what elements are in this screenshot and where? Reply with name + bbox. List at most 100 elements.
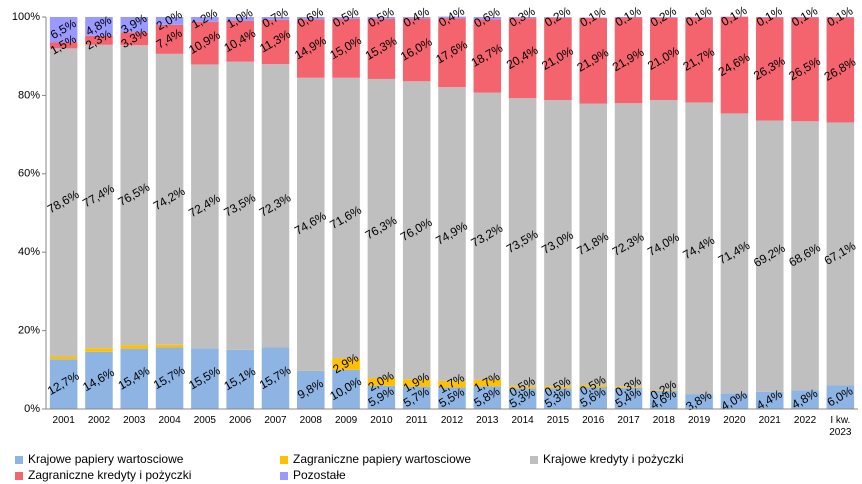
x-tick-label: 2015 [546, 415, 570, 426]
x-tick-label: 2022 [793, 415, 817, 426]
x-tick-label: 2011 [405, 415, 428, 426]
x-tick-label: 2018 [652, 415, 675, 426]
bar-segment [685, 17, 713, 103]
bar-segment [297, 17, 325, 20]
bar-segment [120, 32, 149, 46]
bar-segment [261, 17, 290, 20]
bar-segment [367, 18, 396, 79]
x-tick-label: 2009 [334, 415, 358, 426]
bar-segment [191, 17, 219, 22]
bar-segment [367, 385, 396, 409]
bar-segment [544, 17, 572, 18]
bar-segment [755, 120, 784, 392]
bar-segment [155, 344, 184, 348]
bar-segment [49, 17, 78, 43]
bar-segment [508, 17, 537, 19]
bar-segment [614, 17, 643, 104]
bar-segment [49, 48, 78, 357]
bar-segment [650, 100, 678, 391]
bar-segment [85, 351, 113, 409]
bar-segment [438, 18, 466, 88]
bar-segment [120, 45, 149, 346]
bar-segment [508, 98, 537, 387]
y-tick-label: 100% [12, 11, 40, 23]
bar-segment [261, 19, 290, 65]
bar-segment [120, 17, 149, 33]
legend-label: Zagraniczne papiery wartosciowe [293, 452, 471, 466]
bar-segment [755, 391, 784, 409]
bar-segment [226, 17, 254, 21]
bar-segment [438, 387, 466, 409]
bar-segment [85, 348, 113, 352]
bar-segment [297, 370, 325, 409]
x-tick-label: 2021 [758, 415, 781, 426]
legend-swatch [530, 456, 538, 464]
bar-segment [755, 17, 784, 121]
legend-swatch [15, 472, 23, 480]
bar-segment [544, 388, 572, 409]
x-tick-label: 2019 [688, 415, 711, 426]
legend-swatch [280, 472, 288, 480]
y-tick-label: 60% [18, 168, 40, 180]
x-tick-label: I kw. 2023 [829, 415, 852, 438]
y-tick-label: 0% [24, 403, 40, 415]
bar-segment [579, 103, 607, 386]
bar-segment [720, 113, 749, 394]
bar-segment [332, 77, 360, 359]
bar-segment [297, 77, 325, 371]
x-tick-label: 2001 [52, 415, 75, 426]
bar-segment [508, 386, 537, 389]
bar-segment [720, 17, 749, 114]
bar-segment [579, 17, 607, 104]
bar-segment [720, 393, 749, 409]
bar-segment [332, 17, 360, 19]
bar-segment [155, 53, 184, 345]
bar-segment [791, 390, 819, 409]
x-tick-label: 2003 [123, 415, 146, 426]
bar-segment [402, 18, 431, 82]
bar-segment [438, 87, 466, 381]
bar-segment [614, 386, 643, 388]
x-tick-label: 2007 [264, 415, 287, 426]
bar-segment [579, 387, 607, 409]
bar-segment [226, 349, 254, 409]
legend-swatch [15, 456, 23, 464]
legend-swatch [280, 456, 288, 464]
bar-segment [402, 81, 431, 380]
bar-segment [49, 359, 78, 409]
x-tick-label: 2004 [158, 415, 181, 426]
x-tick-label: 2017 [617, 415, 640, 426]
bar-segment [826, 17, 855, 123]
legend-label: Pozostałe [293, 468, 346, 482]
bar-segment [650, 390, 678, 409]
legend-label: Zagraniczne kredyty i pożyczki [28, 468, 191, 482]
bar-segment [402, 386, 431, 409]
bar-segment [332, 358, 360, 370]
bar-segment [791, 121, 819, 391]
bar-segment [261, 347, 290, 409]
bar-segment [473, 386, 502, 409]
bar-segment [473, 19, 502, 93]
x-tick-label: 2014 [511, 415, 534, 426]
y-tick-label: 20% [18, 325, 40, 337]
bar-segment [367, 78, 396, 379]
bar-segment [226, 20, 254, 62]
x-tick-label: 2020 [723, 415, 746, 426]
x-tick-label: 2008 [299, 415, 322, 426]
bar-segment [438, 16, 466, 19]
bar-segment [155, 24, 184, 54]
bar-segment [155, 347, 184, 409]
x-tick-label: 2012 [440, 415, 464, 426]
bar-segment [614, 387, 643, 409]
x-tick-label: 2006 [229, 415, 252, 426]
bar-segment [191, 348, 219, 409]
bar-segment [191, 21, 219, 65]
x-tick-label: 2016 [582, 415, 605, 426]
y-tick-label: 40% [18, 246, 40, 258]
x-tick-label: 2005 [193, 415, 216, 426]
bar-segment [120, 345, 149, 349]
bar-segment [49, 42, 78, 49]
bar-segment [332, 369, 360, 409]
bar-segment [120, 348, 149, 409]
bar-segment [438, 380, 466, 388]
